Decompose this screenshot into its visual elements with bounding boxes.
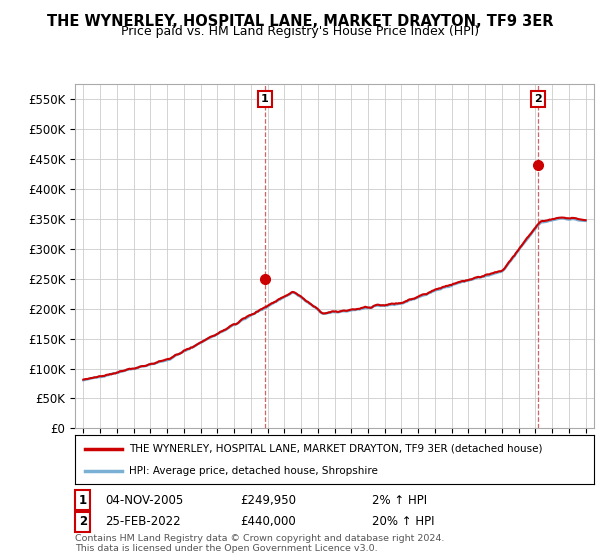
Text: Price paid vs. HM Land Registry's House Price Index (HPI): Price paid vs. HM Land Registry's House … [121, 25, 479, 38]
Text: THE WYNERLEY, HOSPITAL LANE, MARKET DRAYTON, TF9 3ER (detached house): THE WYNERLEY, HOSPITAL LANE, MARKET DRAY… [130, 444, 543, 454]
Text: Contains HM Land Registry data © Crown copyright and database right 2024.
This d: Contains HM Land Registry data © Crown c… [75, 534, 445, 553]
Text: THE WYNERLEY, HOSPITAL LANE, MARKET DRAYTON, TF9 3ER: THE WYNERLEY, HOSPITAL LANE, MARKET DRAY… [47, 14, 553, 29]
Text: £249,950: £249,950 [240, 493, 296, 507]
Text: HPI: Average price, detached house, Shropshire: HPI: Average price, detached house, Shro… [130, 465, 379, 475]
Text: 25-FEB-2022: 25-FEB-2022 [105, 515, 181, 529]
Text: 1: 1 [79, 493, 87, 507]
Text: 2: 2 [79, 515, 87, 529]
Text: 2: 2 [534, 94, 542, 104]
Text: 2% ↑ HPI: 2% ↑ HPI [372, 493, 427, 507]
Text: 20% ↑ HPI: 20% ↑ HPI [372, 515, 434, 529]
Text: 1: 1 [261, 94, 269, 104]
Text: 04-NOV-2005: 04-NOV-2005 [105, 493, 183, 507]
Text: £440,000: £440,000 [240, 515, 296, 529]
